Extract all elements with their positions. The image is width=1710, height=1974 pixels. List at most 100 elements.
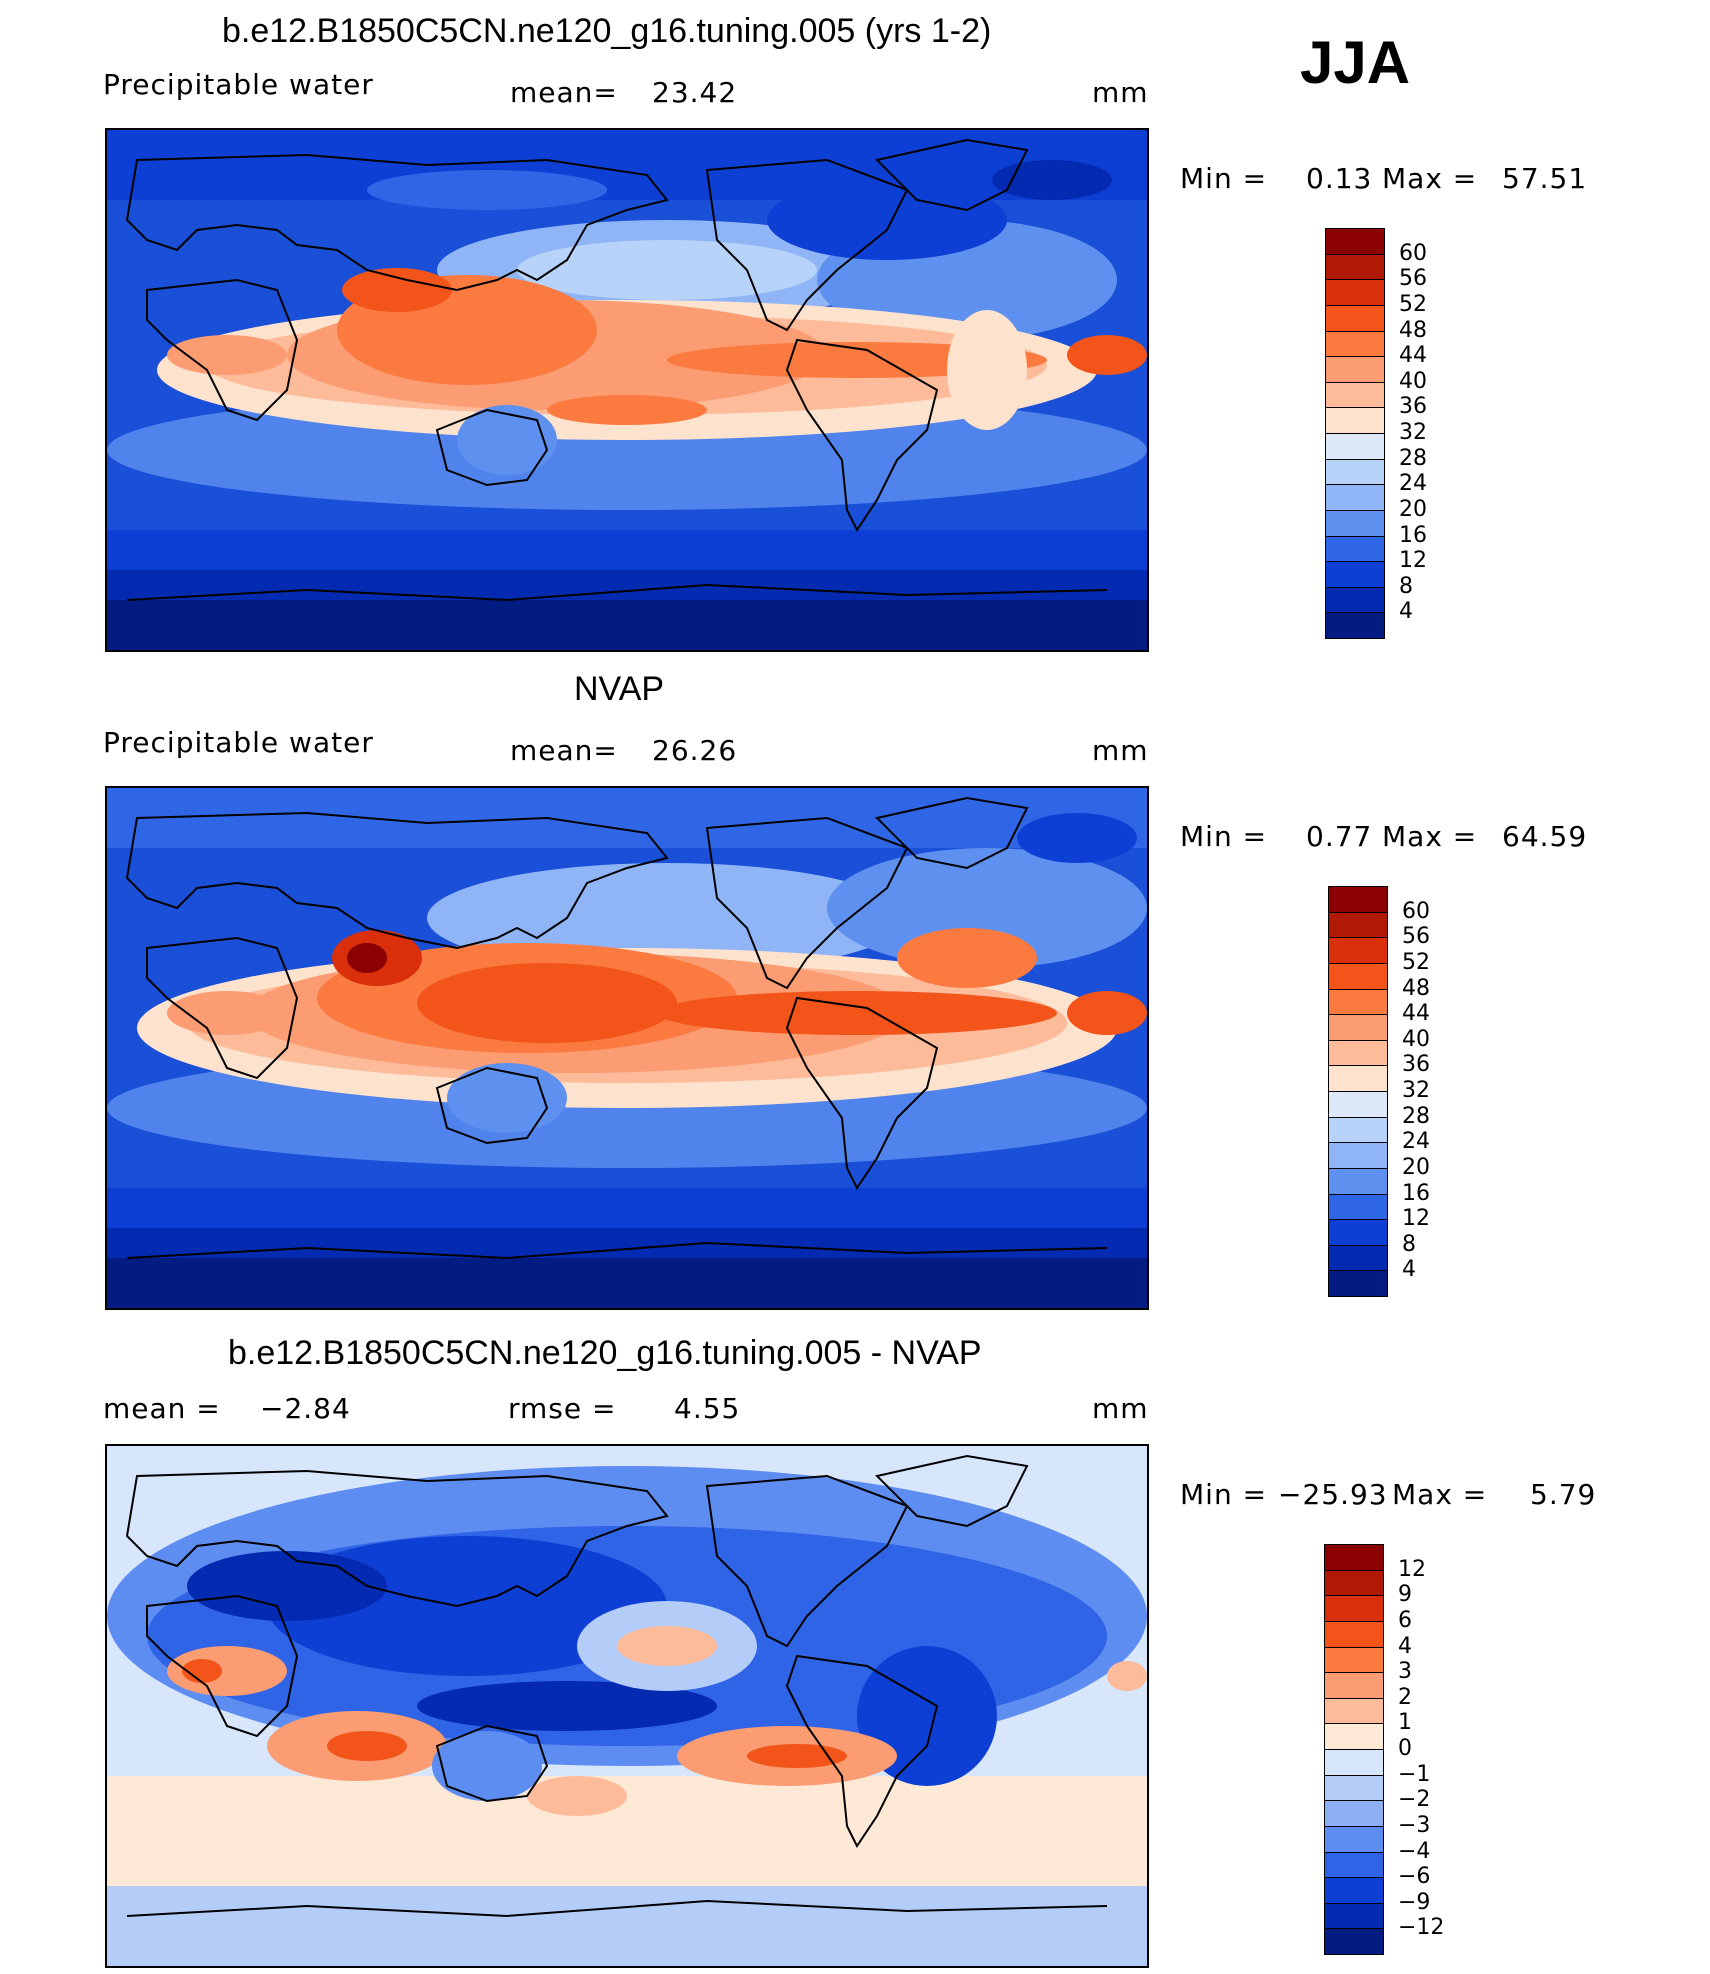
- min-label-diff: Min =: [1180, 1478, 1268, 1511]
- colorbar-box: [1328, 1116, 1388, 1144]
- colorbar-tick-label: −12: [1398, 1915, 1445, 1941]
- colorbar-tick-label: 60: [1399, 240, 1427, 266]
- colorbar-tick-label: 40: [1402, 1026, 1430, 1052]
- colorbar-box: [1324, 1672, 1384, 1699]
- colorbar-box: [1324, 1749, 1384, 1776]
- colorbar-tick-label: 1: [1398, 1710, 1412, 1736]
- min-value-obs: 0.77: [1306, 820, 1373, 853]
- colorbar-tick-label: 48: [1402, 975, 1430, 1001]
- mean-value-model: 23.42: [652, 76, 738, 109]
- colorbar-box: [1324, 1774, 1384, 1802]
- colorbar-box: [1325, 407, 1385, 434]
- colorbar-box: [1324, 1646, 1384, 1674]
- colorbar-box: [1325, 612, 1385, 639]
- colorbar-tick-label: 28: [1399, 445, 1427, 471]
- colorbar-tick-label: 20: [1402, 1154, 1430, 1180]
- units-diff: mm: [1092, 1392, 1149, 1425]
- colorbar-box: [1328, 937, 1388, 964]
- colorbar-tick-label: 24: [1402, 1129, 1430, 1155]
- max-label-obs: Max =: [1382, 820, 1478, 853]
- colorbar-box: [1325, 458, 1385, 486]
- min-label-obs: Min =: [1180, 820, 1268, 853]
- panel-title-model: b.e12.B1850C5CN.ne120_g16.tuning.005 (yr…: [222, 12, 992, 50]
- colorbar-tick-label: 12: [1399, 548, 1427, 574]
- colorbar-tick-label: 4: [1402, 1257, 1416, 1283]
- colorbar-box: [1325, 561, 1385, 588]
- colorbar-tick-label: −6: [1398, 1864, 1431, 1890]
- colorbar-tick-label: −2: [1398, 1787, 1431, 1813]
- colorbar-box: [1328, 1270, 1388, 1297]
- map-model: [105, 128, 1149, 652]
- colorbar-tick-label: 12: [1398, 1556, 1426, 1582]
- max-value-model: 57.51: [1502, 162, 1588, 195]
- mean-value-obs: 26.26: [652, 734, 738, 767]
- colorbar-tick-label: −3: [1398, 1812, 1431, 1838]
- colorbar-tick-label: 36: [1402, 1052, 1430, 1078]
- colorbar-box: [1328, 962, 1388, 990]
- colorbar-box: [1328, 1167, 1388, 1195]
- colorbar-box: [1325, 228, 1385, 255]
- colorbar-box: [1324, 1697, 1384, 1725]
- colorbar-tick-label: 3: [1398, 1659, 1412, 1685]
- colorbar-tick-label: 16: [1402, 1180, 1430, 1206]
- colorbar-tick-label: 44: [1399, 343, 1427, 369]
- map-obs: [105, 786, 1149, 1310]
- mean-label-obs: mean=: [510, 734, 618, 767]
- colorbar-tick-label: 12: [1402, 1206, 1430, 1232]
- colorbar-box: [1325, 279, 1385, 306]
- map-diff: [105, 1444, 1149, 1968]
- colorbar-tick-label: 28: [1402, 1103, 1430, 1129]
- colorbar-box: [1325, 356, 1385, 383]
- colorbar-box: [1325, 535, 1385, 563]
- colorbar-box: [1324, 1877, 1384, 1904]
- colorbar-tick-label: 8: [1399, 573, 1413, 599]
- units-model: mm: [1092, 76, 1149, 109]
- min-value-diff: −25.93: [1278, 1478, 1388, 1511]
- colorbar-box: [1328, 1039, 1388, 1067]
- colorbar-box: [1328, 911, 1388, 939]
- colorbar-box: [1325, 509, 1385, 537]
- colorbar-box: [1328, 1219, 1388, 1246]
- colorbar-box: [1328, 1091, 1388, 1118]
- colorbar-tick-label: 36: [1399, 394, 1427, 420]
- colorbar-box: [1328, 1142, 1388, 1169]
- colorbar-tick-label: 4: [1398, 1633, 1412, 1659]
- field-label-model: Precipitable water: [103, 68, 374, 101]
- colorbar-box: [1325, 484, 1385, 511]
- colorbar-tick-label: −1: [1398, 1761, 1431, 1787]
- field-label-obs: Precipitable water: [103, 726, 374, 759]
- colorbar-box: [1325, 381, 1385, 409]
- season-label: JJA: [1300, 29, 1411, 96]
- colorbar-box: [1325, 586, 1385, 614]
- colorbar-box: [1324, 1825, 1384, 1853]
- colorbar-tick-label: 60: [1402, 898, 1430, 924]
- max-value-diff: 5.79: [1530, 1478, 1597, 1511]
- colorbar-tick-label: 9: [1398, 1582, 1412, 1608]
- colorbar-tick-label: 16: [1399, 522, 1427, 548]
- colorbar-box: [1324, 1851, 1384, 1879]
- mean-label-model: mean=: [510, 76, 618, 109]
- colorbar-box: [1328, 1193, 1388, 1221]
- min-label-model: Min =: [1180, 162, 1268, 195]
- colorbar-tick-label: 48: [1399, 317, 1427, 343]
- max-label-model: Max =: [1382, 162, 1478, 195]
- rmse-value-diff: 4.55: [674, 1392, 741, 1425]
- max-label-diff: Max =: [1392, 1478, 1488, 1511]
- colorbar-box: [1325, 433, 1385, 460]
- colorbar-box: [1324, 1595, 1384, 1622]
- colorbar-tick-label: 52: [1402, 949, 1430, 975]
- colorbar-box: [1324, 1902, 1384, 1930]
- panel-title-diff: b.e12.B1850C5CN.ne120_g16.tuning.005 - N…: [228, 1334, 982, 1372]
- colorbar-tick-label: 20: [1399, 496, 1427, 522]
- min-value-model: 0.13: [1306, 162, 1373, 195]
- colorbar-diff: 12 9 6 4 3 2 1 0 −1 −2 −3 −4 −6 −9 −12: [1324, 1544, 1444, 1955]
- colorbar-tick-label: 24: [1399, 471, 1427, 497]
- colorbar-box: [1328, 988, 1388, 1016]
- colorbar-box: [1325, 253, 1385, 281]
- max-value-obs: 64.59: [1502, 820, 1588, 853]
- colorbar-box: [1325, 304, 1385, 332]
- colorbar-tick-label: 8: [1402, 1231, 1416, 1257]
- mean-label-diff: mean =: [103, 1392, 221, 1425]
- colorbar-tick-label: 32: [1402, 1078, 1430, 1103]
- mean-value-diff: −2.84: [260, 1392, 351, 1425]
